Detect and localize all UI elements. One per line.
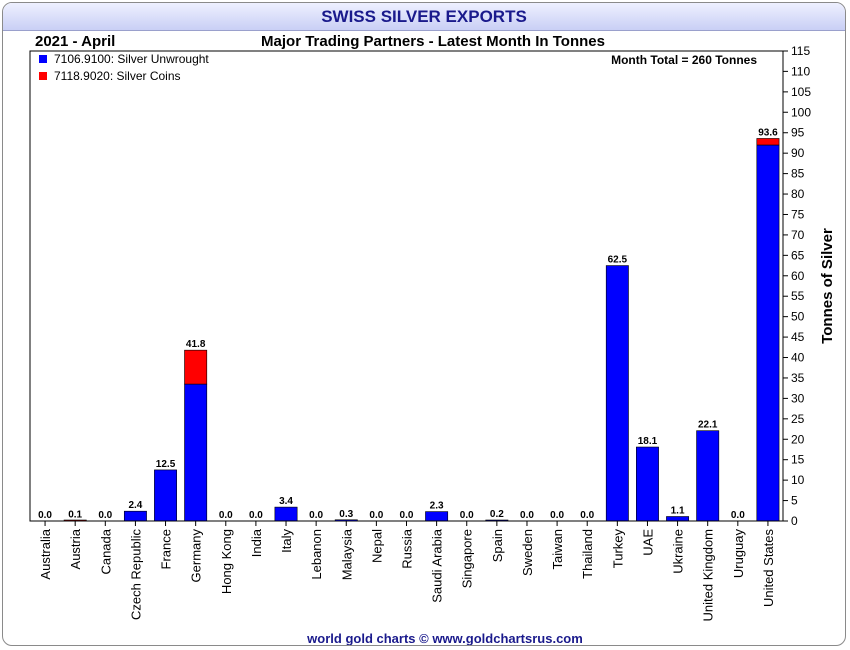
data-label: 0.0	[520, 510, 534, 521]
x-tick-label: Austria	[68, 528, 83, 569]
y-tick-label: 15	[791, 453, 805, 467]
data-label: 18.1	[638, 436, 658, 447]
bar-italy-s1	[274, 506, 298, 522]
y-tick-label: 50	[791, 310, 805, 324]
x-tick-label: United Kingdom	[701, 529, 716, 622]
data-label: 0.0	[369, 510, 383, 521]
data-label: 0.0	[580, 510, 594, 521]
x-tick-label: Germany	[189, 529, 204, 583]
y-tick-label: 65	[791, 248, 805, 262]
x-tick-label: Uruguay	[731, 529, 746, 579]
data-label: 0.0	[400, 510, 414, 521]
y-tick-label: 110	[791, 64, 810, 78]
y-tick-label: 25	[791, 412, 805, 426]
x-tick-label: United States	[761, 529, 776, 608]
bar-germany-s1	[184, 383, 208, 522]
y-tick-label: 0	[791, 514, 798, 528]
x-tick-label: Czech Republic	[128, 529, 143, 621]
y-tick-label: 115	[791, 44, 810, 58]
data-label: 12.5	[156, 459, 176, 470]
data-label: 1.1	[671, 506, 685, 517]
legend-swatch	[39, 72, 47, 80]
data-label: 2.3	[430, 501, 444, 512]
credit-label: world gold charts © www.goldchartsrus.co…	[306, 631, 583, 646]
data-label: 0.0	[219, 510, 233, 521]
x-tick-label: Canada	[98, 528, 113, 574]
data-label: 0.0	[98, 510, 112, 521]
x-tick-label: Malaysia	[339, 528, 354, 580]
x-tick-label: Thailand	[580, 529, 595, 579]
data-label: 0.0	[249, 510, 263, 521]
data-label: 2.4	[128, 500, 142, 511]
chart-title: SWISS SILVER EXPORTS	[3, 3, 845, 31]
x-tick-label: Taiwan	[550, 529, 565, 569]
bar-france-s1	[154, 469, 177, 522]
x-tick-label: Russia	[400, 528, 415, 569]
period-label: 2021 - April	[35, 33, 115, 50]
bar-czech-republic-s1	[123, 510, 147, 522]
data-label: 0.0	[731, 510, 745, 521]
x-tick-label: UAE	[640, 529, 655, 556]
data-label: 0.0	[550, 510, 564, 521]
bar-united-states-s2	[756, 138, 780, 146]
x-tick-label: Spain	[490, 529, 505, 562]
x-tick-label: Lebanon	[309, 529, 324, 580]
data-label: 0.3	[339, 509, 353, 520]
x-tick-label: Singapore	[460, 529, 475, 588]
x-tick-label: France	[159, 529, 174, 569]
bar-united-kingdom-s1	[696, 430, 720, 522]
month-total-label: Month Total = 260 Tonnes	[611, 53, 757, 67]
bar-saudi-arabia-s1	[425, 511, 449, 522]
y-tick-label: 30	[791, 391, 805, 405]
chart-subtitle: Major Trading Partners - Latest Month In…	[261, 33, 605, 50]
y-tick-label: 95	[791, 126, 805, 140]
x-tick-label: Australia	[38, 528, 53, 579]
bar-united-states-s1	[756, 144, 780, 522]
data-label: 41.8	[186, 339, 206, 350]
x-tick-label: Hong Kong	[219, 529, 234, 594]
bar-turkey-s1	[605, 265, 629, 522]
y-tick-label: 70	[791, 228, 805, 242]
bar-chart: 2021 - April Major Trading Partners - La…	[29, 33, 836, 646]
data-label: 62.5	[608, 255, 628, 266]
legend-label: 7118.9020: Silver Coins	[54, 69, 181, 83]
y-tick-label: 55	[791, 289, 805, 303]
x-tick-label: Italy	[279, 529, 294, 553]
data-label: 0.0	[38, 510, 52, 521]
y-tick-label: 90	[791, 146, 805, 160]
data-label: 0.1	[68, 510, 82, 521]
y-tick-label: 75	[791, 207, 805, 221]
bar-ukraine-s1	[666, 516, 690, 522]
y-tick-label: 85	[791, 167, 805, 181]
data-label: 0.0	[460, 510, 474, 521]
data-label: 0.0	[309, 510, 323, 521]
legend-swatch	[39, 55, 47, 63]
y-tick-label: 40	[791, 351, 805, 365]
y-tick-label: 5	[791, 494, 798, 508]
y-tick-label: 35	[791, 371, 805, 385]
data-label: 22.1	[698, 420, 718, 431]
x-tick-label: Turkey	[610, 529, 625, 569]
data-label: 93.6	[758, 127, 778, 138]
y-tick-label: 45	[791, 330, 805, 344]
y-tick-label: 20	[791, 432, 805, 446]
y-tick-label: 60	[791, 269, 805, 283]
legend-label: 7106.9100: Silver Unwrought	[54, 52, 209, 66]
bar-germany-s2	[184, 349, 208, 385]
y-tick-label: 105	[791, 85, 811, 99]
x-tick-label: India	[249, 528, 264, 557]
plot-border	[29, 50, 784, 522]
y-axis-label: Tonnes of Silver	[819, 228, 836, 344]
x-tick-label: Nepal	[369, 529, 384, 563]
x-tick-label: Sweden	[520, 529, 535, 576]
y-tick-label: 100	[791, 105, 811, 119]
data-label: 3.4	[279, 496, 293, 507]
bar-uae-s1	[636, 446, 659, 522]
x-tick-label: Ukraine	[671, 529, 686, 574]
x-tick-label: Saudi Arabia	[430, 528, 445, 602]
y-tick-label: 80	[791, 187, 805, 201]
y-tick-label: 10	[791, 473, 805, 487]
data-label: 0.2	[490, 509, 504, 520]
